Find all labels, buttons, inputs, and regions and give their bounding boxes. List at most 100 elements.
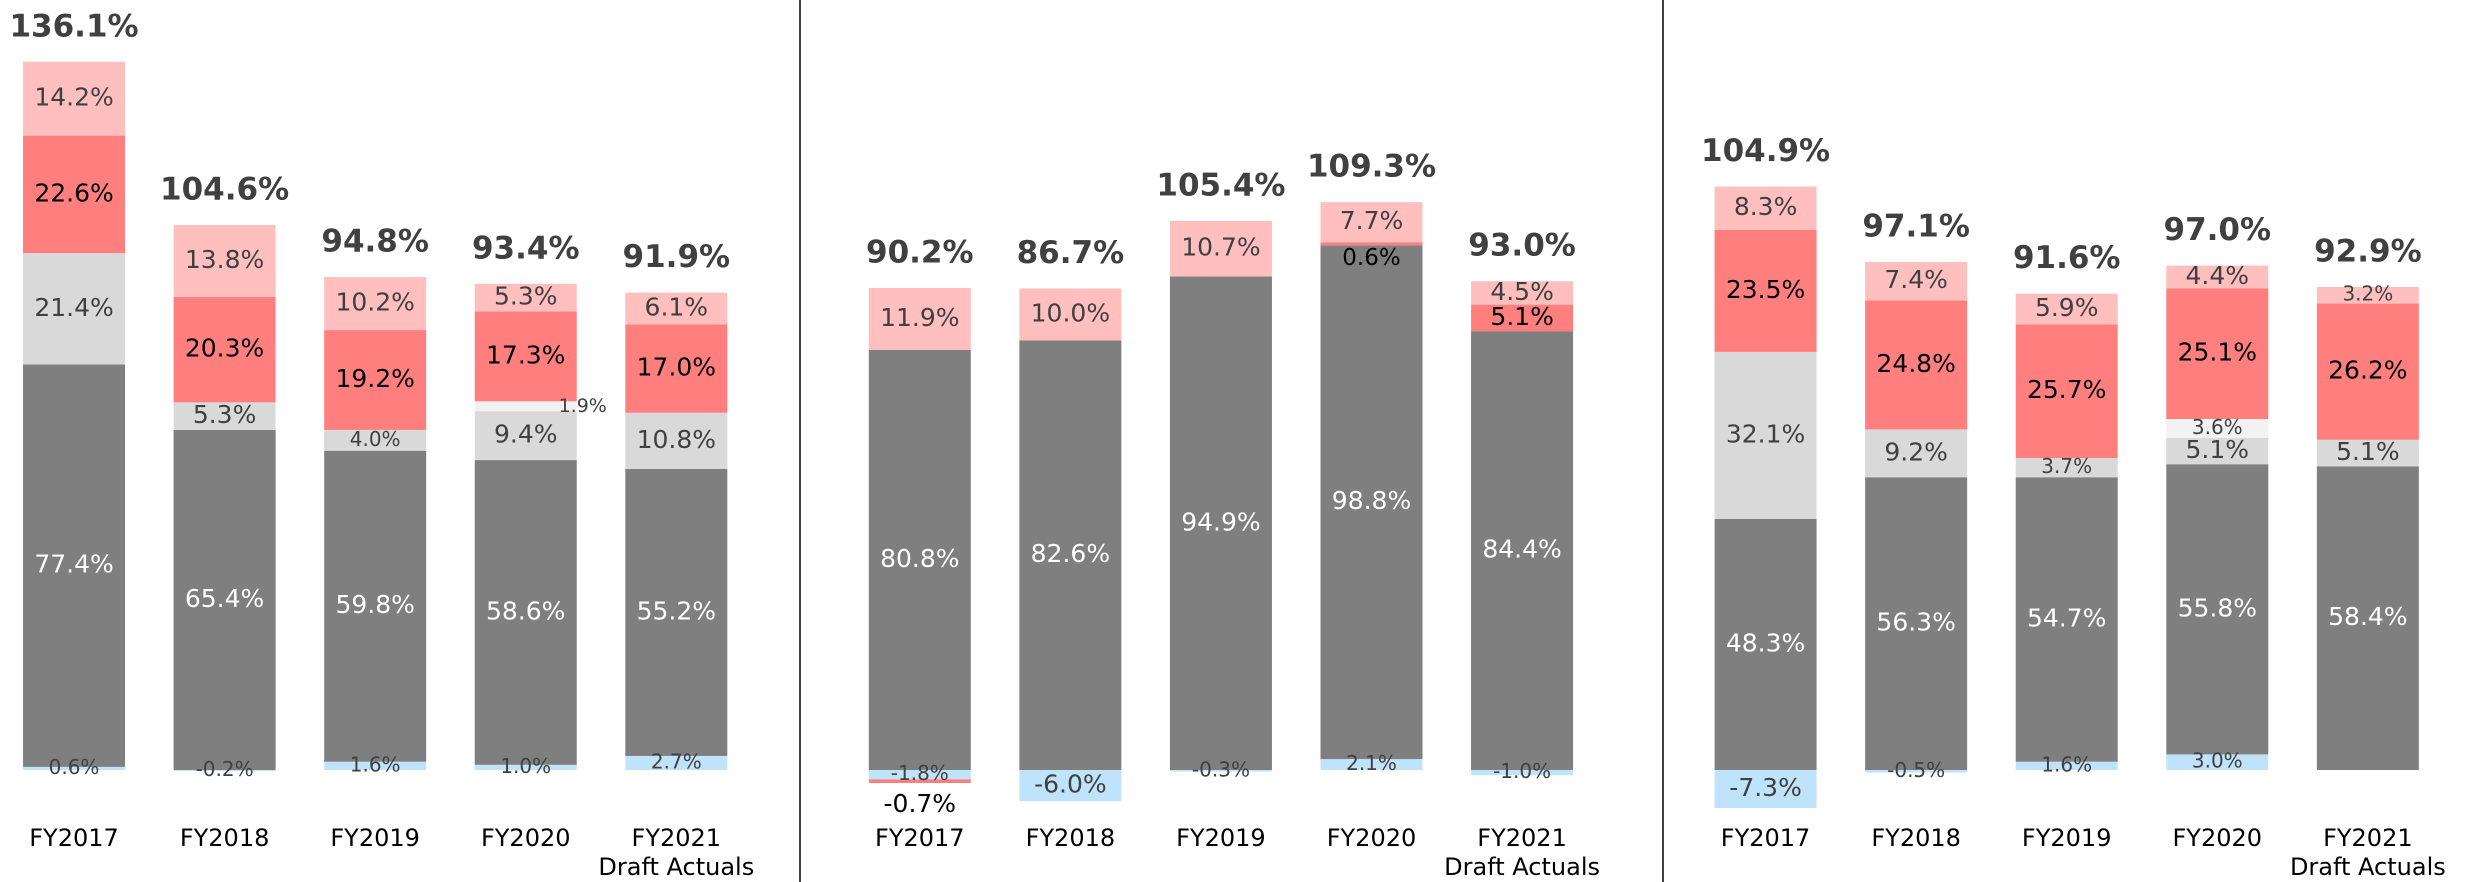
segment-label: 24.8% [1876, 349, 1955, 378]
bar-segment [1471, 304, 1574, 332]
bar-segment [868, 779, 971, 783]
bar-segment [324, 330, 427, 430]
bar-segment [2166, 419, 2269, 438]
bar-segment [324, 277, 427, 331]
segment-label: 3.0% [2192, 749, 2243, 773]
category-label: FY2017 [1720, 824, 1811, 852]
bar-segment [173, 402, 276, 430]
category-label: FY2017 [29, 824, 119, 852]
category-label: FY2019 [1176, 824, 1266, 852]
segment-label: 1.6% [2041, 752, 2092, 776]
bar-segment [625, 412, 728, 469]
bar-segment [1320, 242, 1423, 246]
bar-segment [1865, 770, 1968, 773]
bar-segment [2166, 288, 2269, 419]
segment-label: 1.9% [559, 395, 607, 417]
bar-segment [1019, 770, 1122, 802]
segment-label: 58.6% [486, 596, 565, 625]
segment-label: 4.0% [350, 427, 401, 451]
segment-label: 3.6% [2192, 415, 2243, 439]
bar-segment [173, 770, 276, 772]
total-label: 93.0% [1468, 228, 1576, 264]
segment-label: 11.9% [880, 303, 959, 332]
total-label: 86.7% [1017, 235, 1125, 271]
segment-label: 7.4% [1884, 265, 1948, 294]
bar-segment [474, 283, 577, 312]
segment-label: 20.3% [185, 334, 264, 363]
bar-segment [1865, 300, 1968, 430]
segment-label: 17.0% [637, 353, 716, 382]
category-label: FY2021 Draft Actuals [598, 824, 755, 881]
bar-segment [23, 253, 126, 365]
total-label: 136.1% [9, 8, 138, 44]
bar-segment [1320, 759, 1423, 770]
bar-segment [1471, 281, 1574, 305]
category-label: FY2021 Draft Actuals [2289, 824, 2446, 881]
category-label: FY2020 [2172, 824, 2263, 852]
category-label: FY2018 [1871, 824, 1961, 852]
bar-segment [1714, 229, 1817, 352]
category-label: FY2017 [875, 824, 965, 852]
segment-label: 10.8% [637, 425, 716, 454]
bar-segment [173, 296, 276, 403]
segment-label: 0.6% [1342, 245, 1400, 271]
bar-segment [1169, 770, 1272, 772]
segment-label: 94.9% [1181, 507, 1260, 536]
bar-segment [868, 287, 971, 350]
segment-label: 5.3% [193, 400, 257, 429]
bar-segment [625, 292, 728, 325]
total-label: 104.6% [160, 172, 289, 208]
segment-label: 14.2% [34, 83, 113, 112]
segment-label: 55.2% [637, 596, 716, 625]
segment-label: -0.3% [1192, 757, 1250, 781]
segment-label: 5.1% [2336, 437, 2400, 466]
bar-segment [2166, 464, 2269, 755]
category-label: FY2018 [1025, 824, 1116, 852]
bar-segment [1019, 288, 1122, 341]
bar-segment [2015, 458, 2118, 478]
bar-segment [474, 401, 577, 412]
segment-label: 8.3% [1734, 192, 1798, 221]
bar-segment [1865, 429, 1968, 478]
segment-label: 26.2% [2328, 356, 2407, 385]
bar-segment [625, 324, 728, 413]
total-label: 109.3% [1307, 149, 1436, 185]
segment-label: 25.7% [2027, 375, 2106, 404]
category-label: FY2018 [179, 824, 270, 852]
total-label: 91.9% [623, 239, 731, 275]
total-label: 104.9% [1701, 133, 1830, 169]
segment-label: 48.3% [1726, 628, 1805, 657]
bar-segment [474, 460, 577, 765]
segment-label: 25.1% [2178, 338, 2257, 367]
bar-segment [1865, 261, 1968, 301]
bar-segment [23, 364, 126, 767]
bar-segment [2015, 761, 2118, 770]
bar-segment [23, 135, 126, 254]
total-label: 90.2% [866, 234, 974, 270]
bar-segment [23, 61, 126, 136]
segment-label: 32.1% [1726, 419, 1805, 448]
segment-label: 77.4% [34, 550, 113, 579]
bar-segment [2166, 265, 2269, 289]
segment-label: 10.2% [335, 288, 414, 317]
bar-segment [173, 429, 276, 770]
segment-label: 58.4% [2328, 602, 2407, 631]
segment-label: 23.5% [1726, 275, 1805, 304]
bar-segment [2015, 293, 2118, 325]
bar-segment [173, 225, 276, 297]
segment-label: 10.0% [1031, 298, 1110, 327]
bar-segment [1471, 770, 1574, 776]
bar-segment [1865, 477, 1968, 770]
segment-label: -0.5% [1887, 758, 1945, 782]
segment-label: 84.4% [1482, 535, 1561, 564]
segment-label: 9.4% [494, 420, 558, 449]
bar-segment [1714, 351, 1817, 519]
segment-label: 55.8% [2178, 593, 2257, 622]
segment-label: -6.0% [1034, 770, 1107, 799]
segment-label: 4.5% [1490, 277, 1554, 306]
segment-label: 4.4% [2186, 261, 2250, 290]
bar-segment [868, 349, 971, 770]
segment-label: 1.0% [500, 754, 551, 778]
total-label: 93.4% [472, 230, 580, 266]
